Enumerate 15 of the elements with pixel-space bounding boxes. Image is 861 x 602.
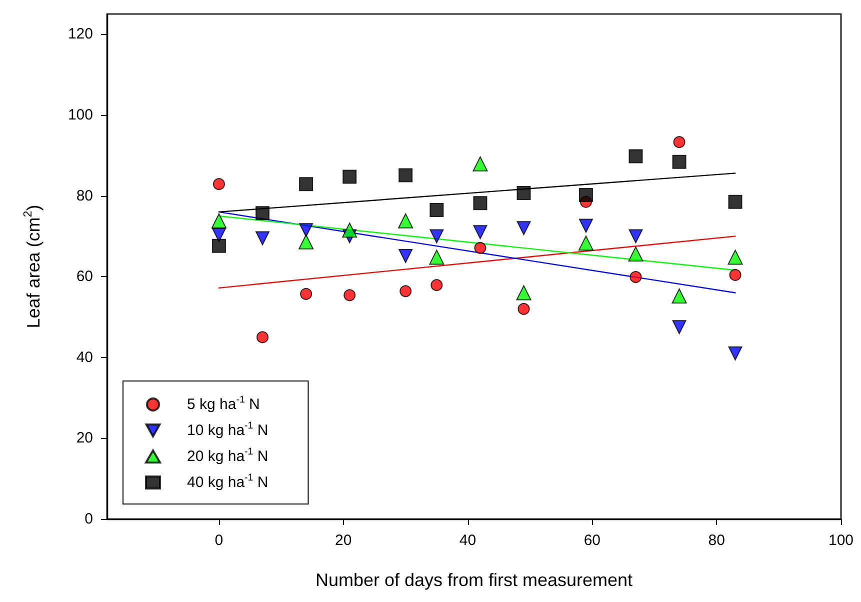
- x-tick-label: 40: [459, 532, 476, 549]
- y-tick-label: 0: [84, 510, 93, 528]
- y-tick-label: 100: [68, 106, 93, 124]
- x-axis-title: Number of days from first measurement: [315, 570, 633, 590]
- x-tick-label: 0: [214, 532, 224, 549]
- x-tick-label: 60: [584, 532, 601, 549]
- y-axis-title: Leaf area (cm2): [22, 204, 44, 328]
- x-tick-label: 80: [708, 532, 725, 549]
- y-tick-label: 40: [76, 348, 93, 366]
- y-tick-label: 20: [76, 430, 93, 447]
- y-tick-label: 120: [68, 26, 93, 43]
- x-tick-label: 100: [828, 532, 854, 549]
- y-tick-label: 80: [76, 187, 93, 204]
- y-tick-label: 60: [76, 268, 93, 286]
- x-tick-label: 20: [335, 532, 352, 549]
